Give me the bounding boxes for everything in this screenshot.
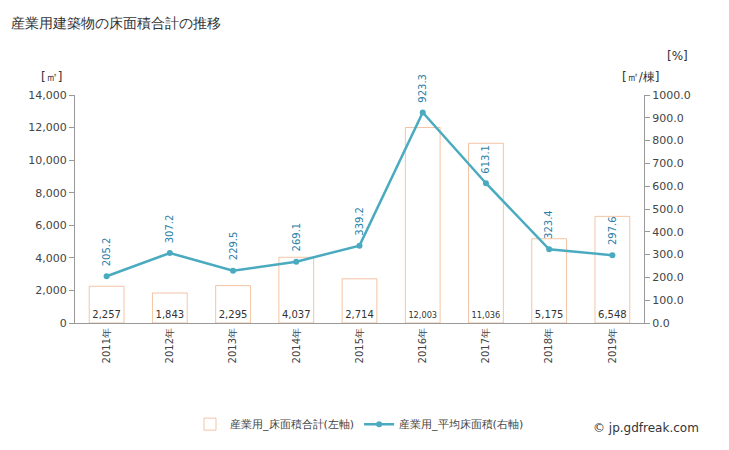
svg-text:10,000: 10,000 bbox=[28, 154, 67, 167]
svg-text:2019年: 2019年 bbox=[607, 328, 618, 363]
svg-text:307.2: 307.2 bbox=[164, 215, 175, 244]
svg-text:205.2: 205.2 bbox=[101, 238, 112, 267]
svg-text:2016年: 2016年 bbox=[417, 328, 428, 363]
svg-text:2,295: 2,295 bbox=[219, 309, 248, 320]
svg-text:500.0: 500.0 bbox=[652, 203, 684, 216]
svg-text:2,714: 2,714 bbox=[345, 309, 374, 320]
svg-text:297.6: 297.6 bbox=[607, 216, 618, 245]
svg-text:4,000: 4,000 bbox=[35, 252, 67, 265]
svg-text:800.0: 800.0 bbox=[652, 134, 684, 147]
svg-text:613.1: 613.1 bbox=[480, 145, 491, 174]
svg-text:339.2: 339.2 bbox=[354, 207, 365, 236]
svg-text:2,000: 2,000 bbox=[35, 284, 67, 297]
svg-text:300.0: 300.0 bbox=[652, 248, 684, 261]
svg-text:2012年: 2012年 bbox=[164, 328, 175, 363]
svg-text:400.0: 400.0 bbox=[652, 226, 684, 239]
svg-text:2017年: 2017年 bbox=[480, 328, 491, 363]
svg-text:産業用_床面積合計(左軸): 産業用_床面積合計(左軸) bbox=[230, 418, 354, 431]
svg-text:229.5: 229.5 bbox=[228, 232, 239, 261]
svg-text:8,000: 8,000 bbox=[35, 187, 67, 200]
svg-text:© jp.gdfreak.com: © jp.gdfreak.com bbox=[593, 421, 699, 435]
svg-text:2,257: 2,257 bbox=[92, 309, 121, 320]
svg-text:1,843: 1,843 bbox=[156, 309, 185, 320]
svg-text:269.1: 269.1 bbox=[291, 223, 302, 252]
svg-text:12,003: 12,003 bbox=[408, 310, 437, 320]
svg-text:6,000: 6,000 bbox=[35, 219, 67, 232]
svg-text:100.0: 100.0 bbox=[652, 294, 684, 307]
svg-text:1000.0: 1000.0 bbox=[652, 89, 691, 102]
svg-text:4,037: 4,037 bbox=[282, 309, 311, 320]
svg-text:2013年: 2013年 bbox=[227, 328, 238, 363]
svg-text:923.3: 923.3 bbox=[417, 74, 428, 103]
svg-text:900.0: 900.0 bbox=[652, 112, 684, 125]
svg-text:2015年: 2015年 bbox=[354, 328, 365, 363]
svg-text:200.0: 200.0 bbox=[652, 271, 684, 284]
svg-text:700.0: 700.0 bbox=[652, 157, 684, 170]
svg-text:[%]: [%] bbox=[667, 49, 688, 63]
svg-text:0: 0 bbox=[60, 317, 67, 330]
svg-text:6,548: 6,548 bbox=[598, 309, 627, 320]
svg-text:12,000: 12,000 bbox=[28, 121, 67, 134]
svg-text:[㎡/棟]: [㎡/棟] bbox=[622, 70, 659, 84]
svg-text:[㎡]: [㎡] bbox=[41, 70, 62, 84]
svg-text:600.0: 600.0 bbox=[652, 180, 684, 193]
svg-text:2018年: 2018年 bbox=[543, 328, 554, 363]
svg-text:産業用建築物の床面積合計の推移: 産業用建築物の床面積合計の推移 bbox=[11, 15, 221, 31]
svg-text:11,036: 11,036 bbox=[472, 310, 501, 320]
svg-text:0.0: 0.0 bbox=[652, 317, 670, 330]
svg-text:産業用_平均床面積(右軸): 産業用_平均床面積(右軸) bbox=[399, 418, 523, 431]
svg-text:5,175: 5,175 bbox=[535, 309, 564, 320]
svg-text:14,000: 14,000 bbox=[28, 89, 67, 102]
svg-text:323.4: 323.4 bbox=[543, 210, 554, 239]
svg-text:2014年: 2014年 bbox=[291, 328, 302, 363]
svg-text:2011年: 2011年 bbox=[101, 328, 112, 363]
